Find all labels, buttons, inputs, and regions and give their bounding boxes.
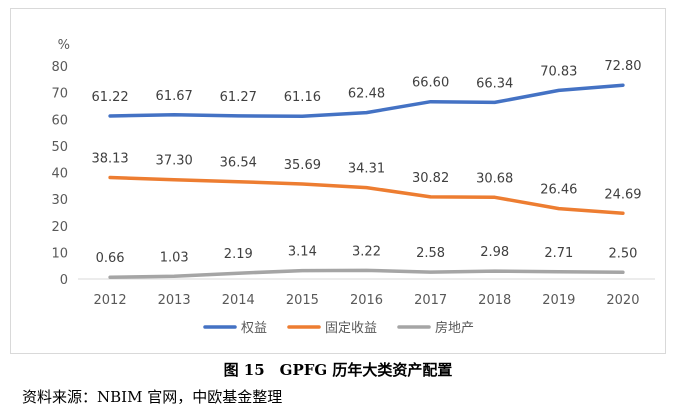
legend-label: 固定收益 (325, 321, 377, 336)
data-label: 24.69 (604, 187, 641, 202)
x-tick-label: 2020 (606, 293, 639, 308)
x-tick-label: 2014 (222, 293, 255, 308)
data-label: 61.27 (220, 90, 257, 105)
y-tick-label: 50 (51, 140, 68, 155)
data-label: 72.80 (604, 59, 641, 74)
data-label: 2.98 (480, 245, 509, 260)
x-tick-label: 2012 (94, 293, 127, 308)
x-tick-label: 2013 (158, 293, 191, 308)
data-label: 30.68 (476, 171, 513, 186)
data-label: 61.16 (284, 90, 321, 105)
data-label: 34.31 (348, 162, 385, 177)
data-label: 1.03 (160, 250, 189, 265)
data-label: 26.46 (540, 183, 577, 198)
y-tick-label: 0 (60, 273, 68, 288)
data-label: 61.22 (91, 90, 128, 105)
y-axis-unit: % (58, 38, 70, 53)
data-label: 38.13 (91, 151, 128, 166)
data-label: 66.60 (412, 76, 449, 91)
data-label: 3.14 (288, 245, 317, 260)
legend-label: 房地产 (435, 320, 474, 336)
line-chart: % 0 10 20 30 40 50 60 70 80 2012 2013 2014 2015 2016 20… (51, 38, 655, 336)
y-tick-label: 40 (51, 167, 68, 182)
x-tick-label: 2015 (286, 293, 319, 308)
source-note: 资料来源：NBIM 官网，中欧基金整理 (22, 388, 283, 406)
y-tick-label: 60 (51, 113, 68, 128)
x-tick-label: 2017 (414, 293, 447, 308)
data-label: 0.66 (96, 251, 125, 266)
y-tick-label: 80 (51, 60, 68, 75)
data-label: 2.50 (608, 246, 637, 261)
series-line-2 (108, 268, 625, 279)
data-label: 2.71 (544, 246, 573, 261)
data-label: 37.30 (156, 154, 193, 169)
data-label: 35.69 (284, 158, 321, 173)
y-tick-label: 20 (51, 220, 68, 235)
data-label: 66.34 (476, 76, 513, 91)
data-label: 70.83 (540, 64, 577, 79)
x-tick-label: 2019 (542, 293, 575, 308)
data-label: 3.22 (352, 244, 381, 259)
legend-label: 权益 (241, 320, 267, 336)
y-tick-label: 30 (51, 193, 68, 208)
data-label: 2.58 (416, 246, 445, 261)
data-label: 30.82 (412, 171, 449, 186)
y-tick-label: 10 (51, 246, 68, 261)
data-label: 62.48 (348, 87, 385, 102)
data-label: 61.67 (156, 89, 193, 104)
data-label: 36.54 (220, 156, 257, 171)
y-tick-label: 70 (51, 87, 68, 102)
chart-frame (10, 8, 666, 354)
x-tick-label: 2018 (478, 293, 511, 308)
figure-caption: 图 15 GPFG 历年大类资产配置 (223, 361, 453, 379)
data-label: 2.19 (224, 247, 253, 262)
x-tick-label: 2016 (350, 293, 383, 308)
